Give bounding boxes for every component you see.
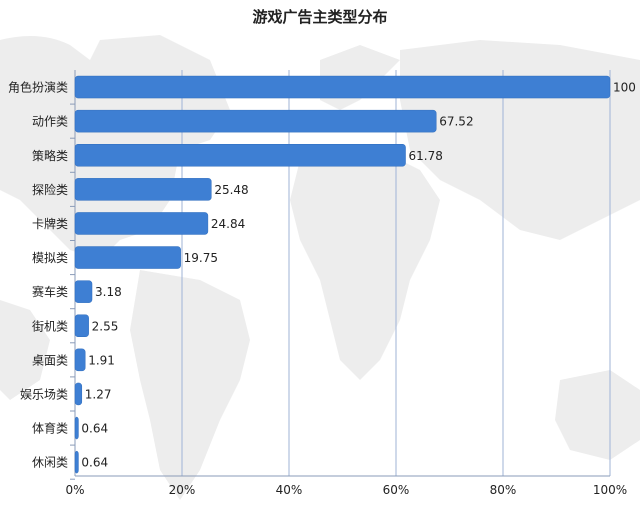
- x-tick-label: 0%: [65, 483, 84, 497]
- axes: [70, 70, 610, 480]
- data-label: 0.64: [81, 456, 108, 470]
- bar: [74, 450, 79, 474]
- y-tick-label: 探险类: [32, 182, 68, 197]
- labels: 0% 20% 40% 60% 80% 100% 角色扮演类 100 动作类 67.52 策略类 61.…: [8, 80, 636, 497]
- x-tick-label: 60%: [383, 483, 410, 497]
- y-tick-label: 卡牌类: [32, 217, 68, 231]
- data-label: 3.18: [95, 285, 122, 299]
- bars: [74, 75, 611, 474]
- data-label: 1.27: [85, 387, 112, 401]
- data-label: 24.84: [211, 217, 245, 231]
- x-tick-label: 40%: [276, 483, 303, 497]
- y-tick-label: 模拟类: [32, 251, 68, 265]
- bar: [74, 178, 212, 201]
- bar: [74, 75, 611, 99]
- bar: [74, 109, 437, 133]
- x-tick-label: 100%: [593, 483, 627, 497]
- y-tick-label: 角色扮演类: [8, 80, 68, 95]
- x-tick-label: 80%: [490, 483, 517, 497]
- data-label: 2.55: [92, 319, 119, 333]
- y-tick-label: 策略类: [32, 148, 68, 163]
- bar: [74, 212, 209, 235]
- y-tick-label: 休闲类: [32, 456, 68, 470]
- data-label: 1.91: [88, 353, 115, 367]
- y-tick-label: 街机类: [32, 319, 68, 333]
- data-label: 100: [613, 81, 636, 95]
- x-tick-label: 20%: [169, 483, 196, 497]
- data-label: 67.52: [439, 115, 473, 129]
- data-label: 61.78: [409, 149, 443, 163]
- bar: [74, 382, 83, 406]
- bar: [74, 280, 93, 303]
- y-tick-label: 体育类: [32, 421, 68, 436]
- bar: [74, 314, 89, 337]
- y-tick-label: 娱乐场类: [20, 387, 68, 401]
- bar: [74, 416, 79, 440]
- gridlines: [181, 70, 611, 476]
- y-tick-label: 桌面类: [32, 353, 68, 367]
- chart-title: 游戏广告主类型分布: [252, 8, 388, 26]
- y-tick-label: 赛车类: [32, 284, 68, 299]
- y-tick-label: 动作类: [32, 115, 68, 129]
- data-label: 0.64: [81, 422, 108, 436]
- bar: [74, 246, 181, 269]
- bar: [74, 348, 86, 372]
- bar: [74, 144, 406, 167]
- data-label: 25.48: [214, 183, 248, 197]
- data-label: 19.75: [184, 251, 218, 265]
